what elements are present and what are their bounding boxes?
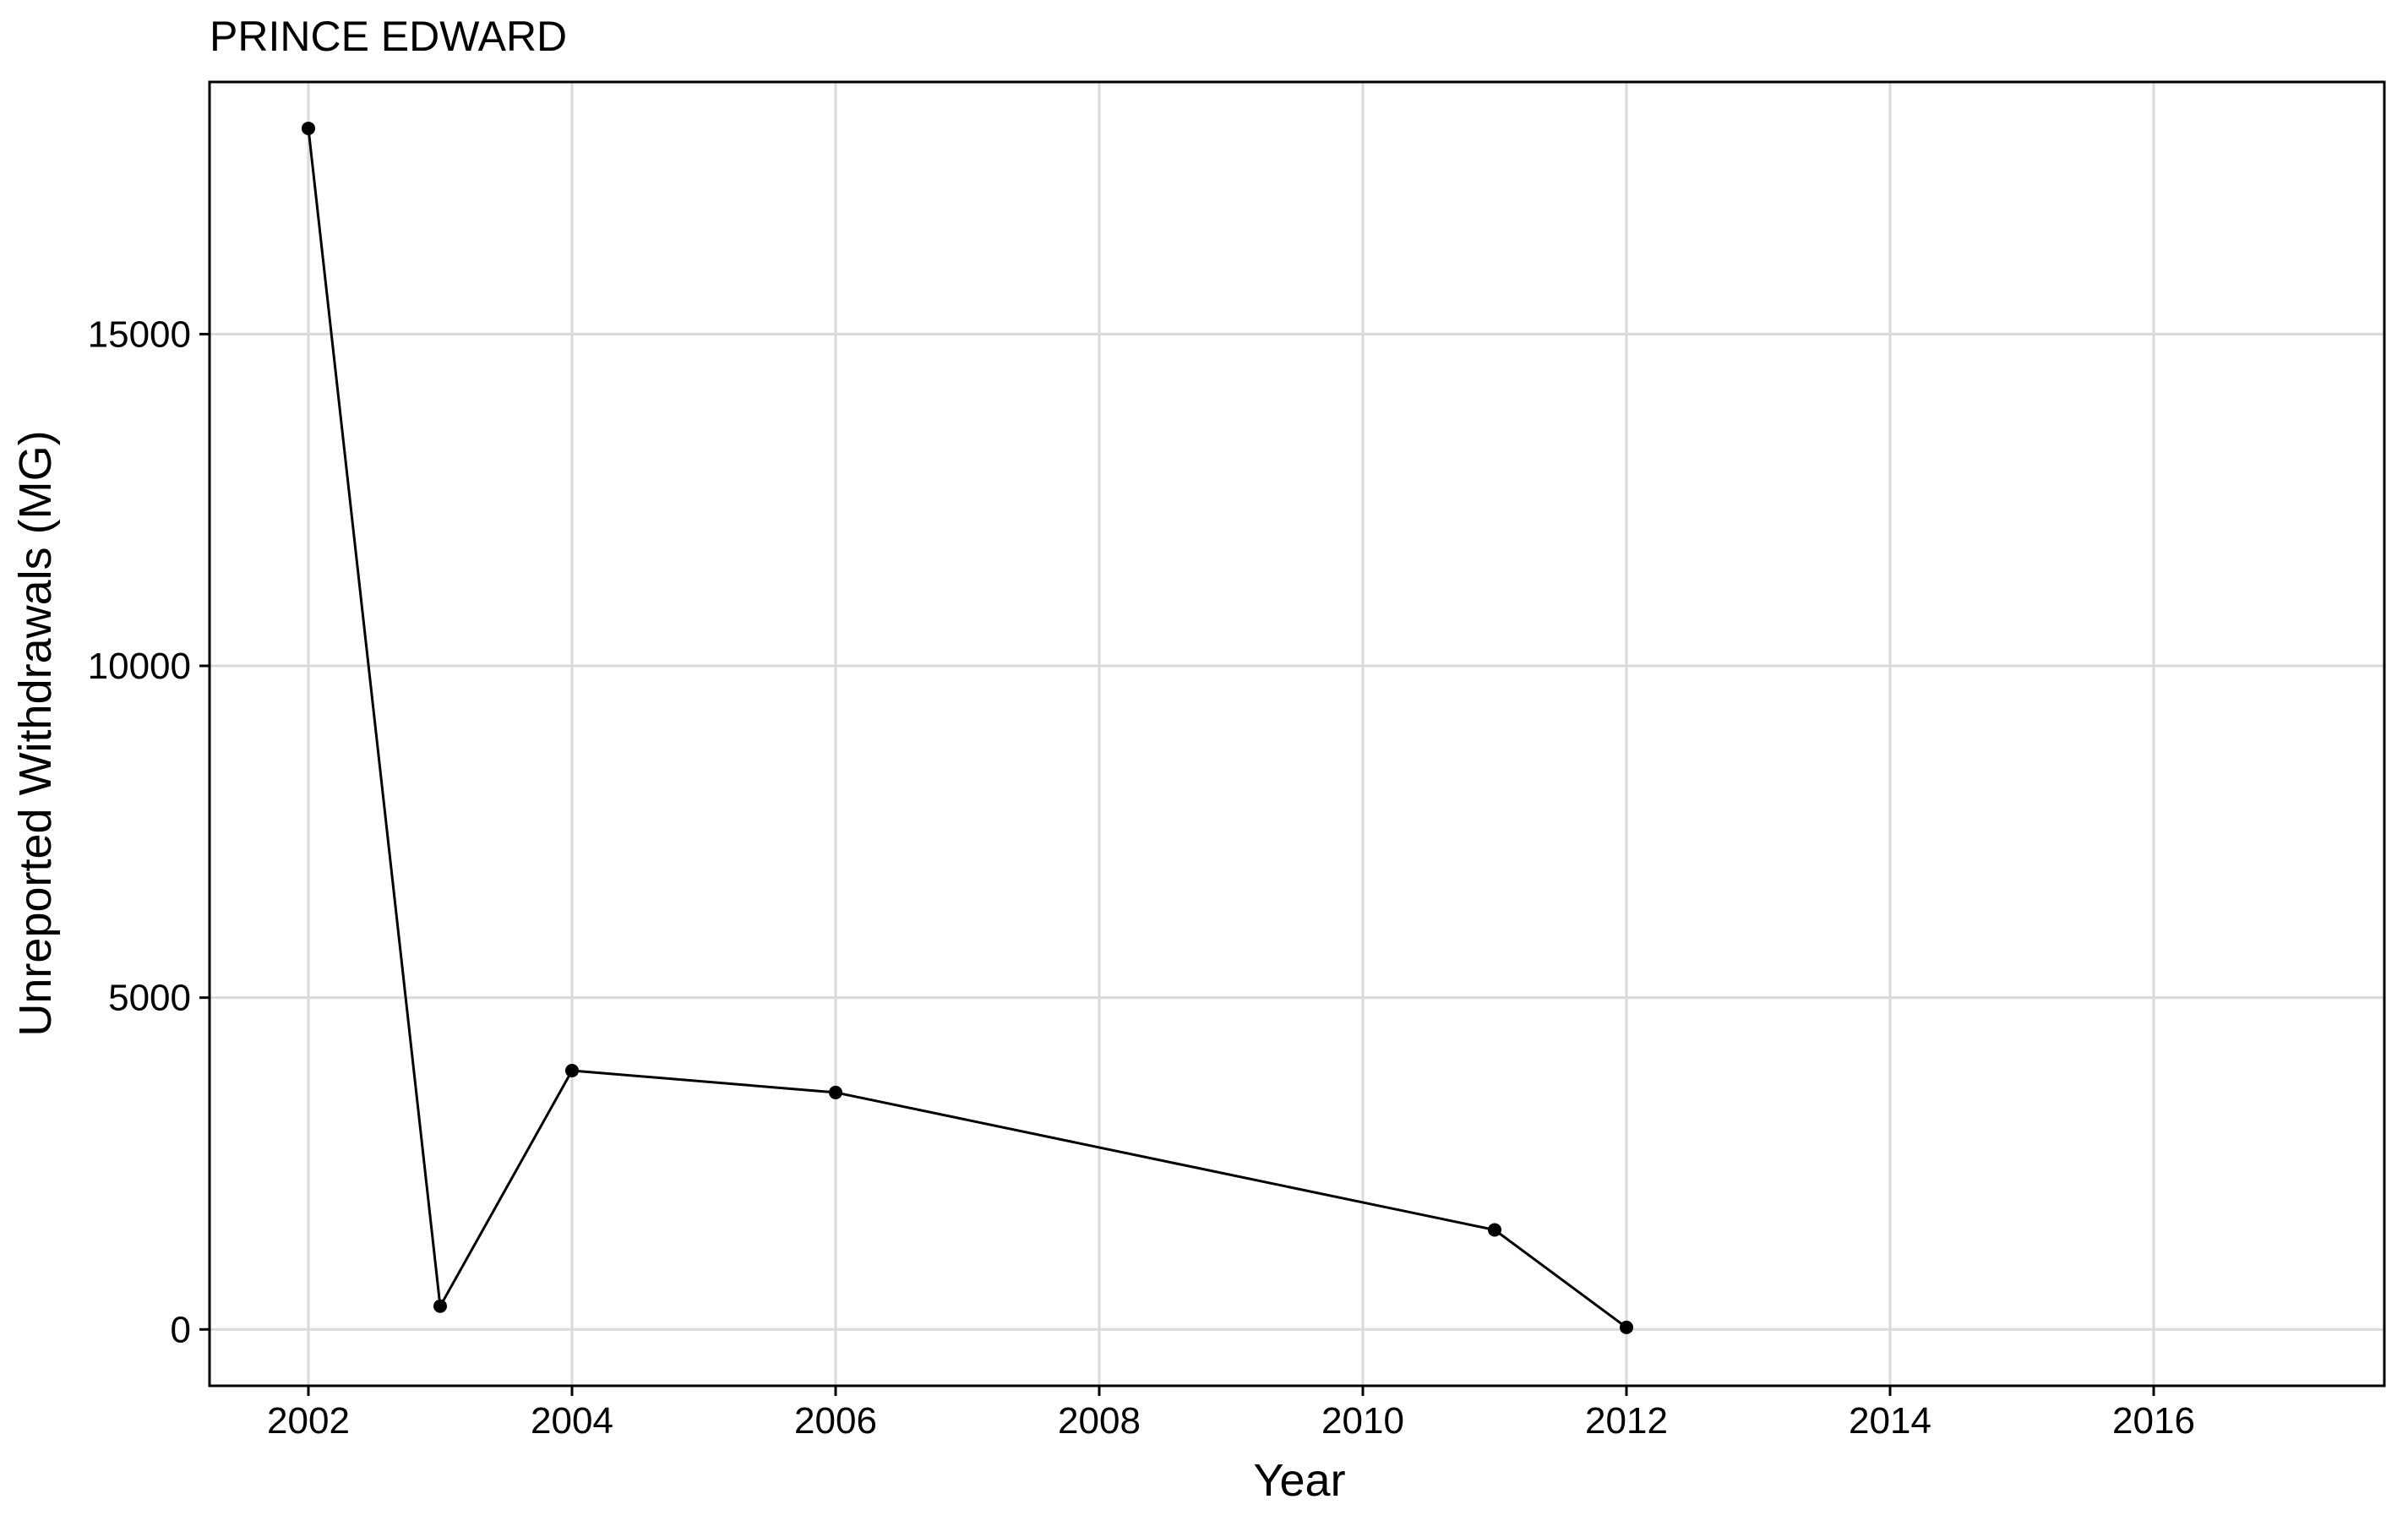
x-tick-label-2008: 2008 [1058, 1400, 1141, 1442]
x-tick-label-2006: 2006 [794, 1400, 877, 1442]
x-axis-tick-labels: 2002 2004 2006 2008 2010 2012 2014 2016 [267, 1400, 2195, 1442]
x-gridlines [307, 82, 2155, 1386]
data-point-2003 [433, 1299, 447, 1313]
data-point-2012 [1620, 1320, 1633, 1334]
x-tick-label-2004: 2004 [531, 1400, 613, 1442]
y-axis-tick-labels: 0 5000 10000 15000 [88, 313, 191, 1350]
x-tick-label-2016: 2016 [2112, 1400, 2195, 1442]
x-tick-label-2010: 2010 [1321, 1400, 1404, 1442]
series-line-0 [307, 128, 1627, 1329]
y-axis-title: Unreported Withdrawals (MG) [10, 430, 61, 1036]
y-axis-ticks [199, 332, 210, 1331]
data-point-2004 [565, 1064, 579, 1078]
data-series [302, 121, 1633, 1334]
x-axis-title: Year [1253, 1455, 1345, 1506]
plot-frame [208, 80, 2386, 1387]
y-gridlines [210, 332, 2384, 1331]
y-tick-label-0: 0 [171, 1309, 191, 1350]
data-point-2002 [302, 121, 315, 135]
data-point-2006 [829, 1085, 842, 1099]
chart-title: PRINCE EDWARD [210, 13, 567, 60]
x-tick-label-2012: 2012 [1585, 1400, 1668, 1442]
y-tick-label-5000: 5000 [108, 978, 191, 1019]
x-axis-ticks [307, 1386, 2155, 1396]
y-tick-label-15000: 15000 [88, 313, 191, 355]
y-tick-label-10000: 10000 [88, 646, 191, 687]
data-point-2011 [1488, 1223, 1501, 1237]
x-tick-label-2014: 2014 [1849, 1400, 1931, 1442]
x-tick-label-2002: 2002 [267, 1400, 350, 1442]
